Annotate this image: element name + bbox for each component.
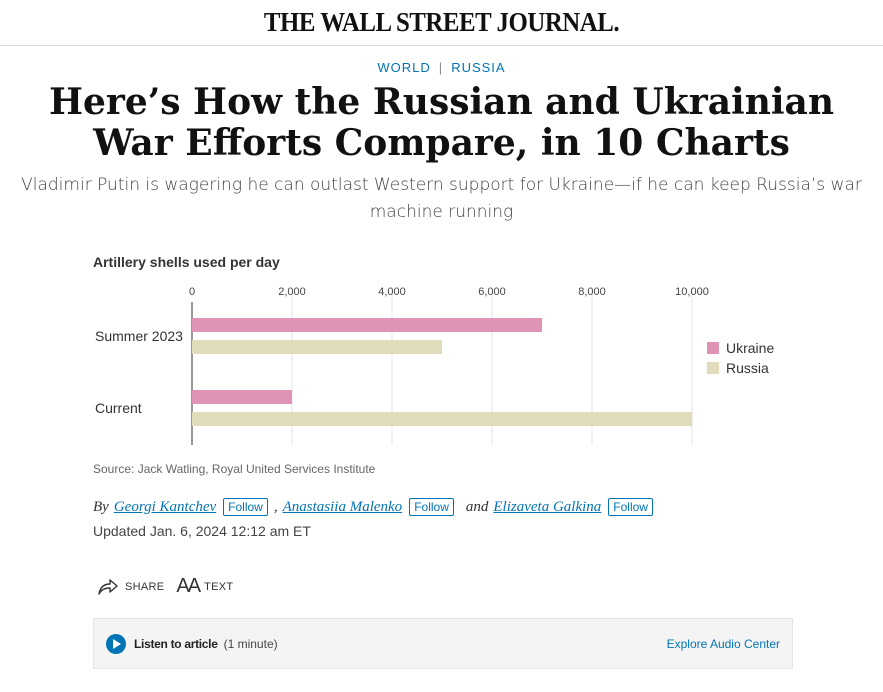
chart-source: Source: Jack Watling, Royal United Servi… — [93, 462, 376, 476]
share-icon — [98, 578, 118, 595]
x-tick-label-4: 8,000 — [578, 286, 606, 298]
legend-label-russia: Russia — [726, 360, 769, 376]
headline: Here’s How the Russian and Ukrainian War… — [0, 82, 883, 164]
legend-item-ukraine: Ukraine — [707, 338, 774, 358]
text-size-button[interactable]: AA TEXT — [176, 575, 233, 598]
dek: Vladimir Putin is wagering he can outlas… — [10, 172, 873, 226]
explore-audio-center-link[interactable]: Explore Audio Center — [666, 636, 780, 651]
updated-timestamp: Updated Jan. 6, 2024 12:12 am ET — [93, 523, 311, 539]
tag-separator: | — [438, 60, 444, 75]
dek-line-2: machine running — [369, 202, 514, 222]
x-tick-label-1: 2,000 — [278, 286, 306, 298]
bar-ukraine-1 — [192, 390, 292, 404]
byline-comma: , — [273, 498, 278, 515]
chart-title: Artillery shells used per day — [93, 254, 280, 270]
tag-world[interactable]: WORLD — [377, 60, 431, 75]
legend-item-russia: Russia — [707, 358, 774, 378]
listen-to-article[interactable]: Listen to article — [134, 636, 218, 651]
artillery-chart: Artillery shells used per day 0 2,000 4,00… — [0, 245, 883, 485]
x-tick-label-0: 0 — [189, 286, 195, 298]
legend-label-ukraine: Ukraine — [726, 340, 775, 356]
byline: By Georgi Kantchev Follow , Anastasiia M… — [93, 498, 659, 516]
chart-legend: Ukraine Russia — [707, 338, 774, 378]
category-label-1: Current — [95, 400, 142, 416]
author-link-kantchev[interactable]: Georgi Kantchev — [113, 498, 217, 515]
dek-line-1: Vladimir Putin is wagering he can outlas… — [21, 175, 862, 195]
x-tick-label-5: 10,000 — [675, 286, 709, 298]
share-button[interactable]: SHARE — [97, 578, 164, 596]
bar-russia-0 — [192, 340, 442, 354]
byline-by: By — [93, 498, 109, 515]
category-label-0: Summer 2023 — [95, 328, 183, 344]
article-tools: SHARE AA TEXT — [97, 575, 245, 598]
bar-russia-1 — [192, 412, 692, 426]
x-tick-label-2: 4,000 — [378, 286, 406, 298]
tag-russia[interactable]: RUSSIA — [451, 60, 506, 75]
legend-swatch-ukraine — [707, 342, 719, 354]
share-label: SHARE — [125, 580, 165, 593]
section-tags: WORLD | RUSSIA — [0, 60, 883, 75]
text-label: TEXT — [204, 580, 234, 593]
text-size-icon: AA — [176, 575, 201, 597]
wsj-logo[interactable]: THE WALL STREET JOURNAL. — [263, 7, 620, 37]
chart-plot: 0 2,000 4,000 6,000 8,000 10,000 Summer 2023 Cu… — [95, 286, 709, 445]
play-icon[interactable] — [106, 633, 126, 654]
legend-swatch-russia — [707, 362, 719, 374]
follow-button-malenko[interactable]: Follow — [409, 498, 454, 516]
x-tick-label-3: 6,000 — [478, 286, 506, 298]
bar-ukraine-0 — [192, 318, 542, 332]
headline-line-2: War Efforts Compare, in 10 Charts — [93, 122, 790, 164]
follow-button-kantchev[interactable]: Follow — [223, 498, 268, 516]
audio-duration: (1 minute) — [223, 636, 278, 651]
byline-and: and — [465, 498, 489, 515]
author-link-malenko[interactable]: Anastasiia Malenko — [282, 498, 403, 515]
audio-player: Listen to article (1 minute) Explore Aud… — [93, 618, 793, 669]
headline-line-1: Here’s How the Russian and Ukrainian — [48, 81, 835, 123]
follow-button-galkina[interactable]: Follow — [608, 498, 653, 516]
author-link-galkina[interactable]: Elizaveta Galkina — [493, 498, 602, 515]
masthead: THE WALL STREET JOURNAL. — [0, 0, 883, 46]
